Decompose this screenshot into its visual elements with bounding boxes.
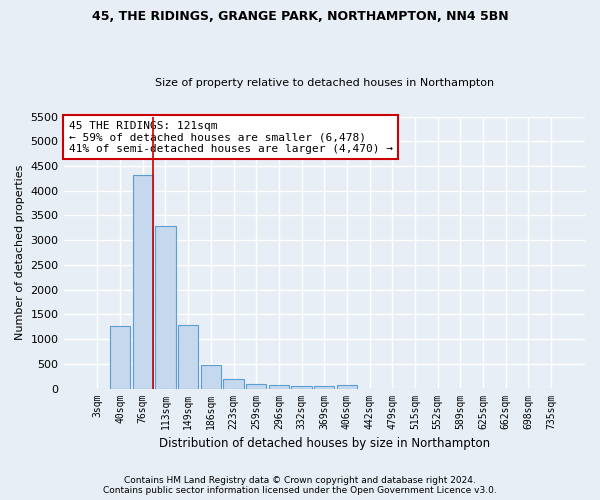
- Bar: [246, 384, 266, 388]
- Bar: [133, 175, 153, 388]
- Bar: [314, 386, 334, 388]
- Title: Size of property relative to detached houses in Northampton: Size of property relative to detached ho…: [155, 78, 494, 88]
- Bar: [200, 365, 221, 388]
- Bar: [292, 386, 312, 388]
- Text: Contains HM Land Registry data © Crown copyright and database right 2024.
Contai: Contains HM Land Registry data © Crown c…: [103, 476, 497, 495]
- Bar: [223, 378, 244, 388]
- Bar: [269, 386, 289, 388]
- X-axis label: Distribution of detached houses by size in Northampton: Distribution of detached houses by size …: [159, 437, 490, 450]
- Bar: [110, 326, 130, 388]
- Y-axis label: Number of detached properties: Number of detached properties: [15, 165, 25, 340]
- Bar: [337, 384, 357, 388]
- Text: 45, THE RIDINGS, GRANGE PARK, NORTHAMPTON, NN4 5BN: 45, THE RIDINGS, GRANGE PARK, NORTHAMPTO…: [92, 10, 508, 23]
- Bar: [178, 326, 199, 388]
- Text: 45 THE RIDINGS: 121sqm
← 59% of detached houses are smaller (6,478)
41% of semi-: 45 THE RIDINGS: 121sqm ← 59% of detached…: [69, 120, 393, 154]
- Bar: [155, 226, 176, 388]
